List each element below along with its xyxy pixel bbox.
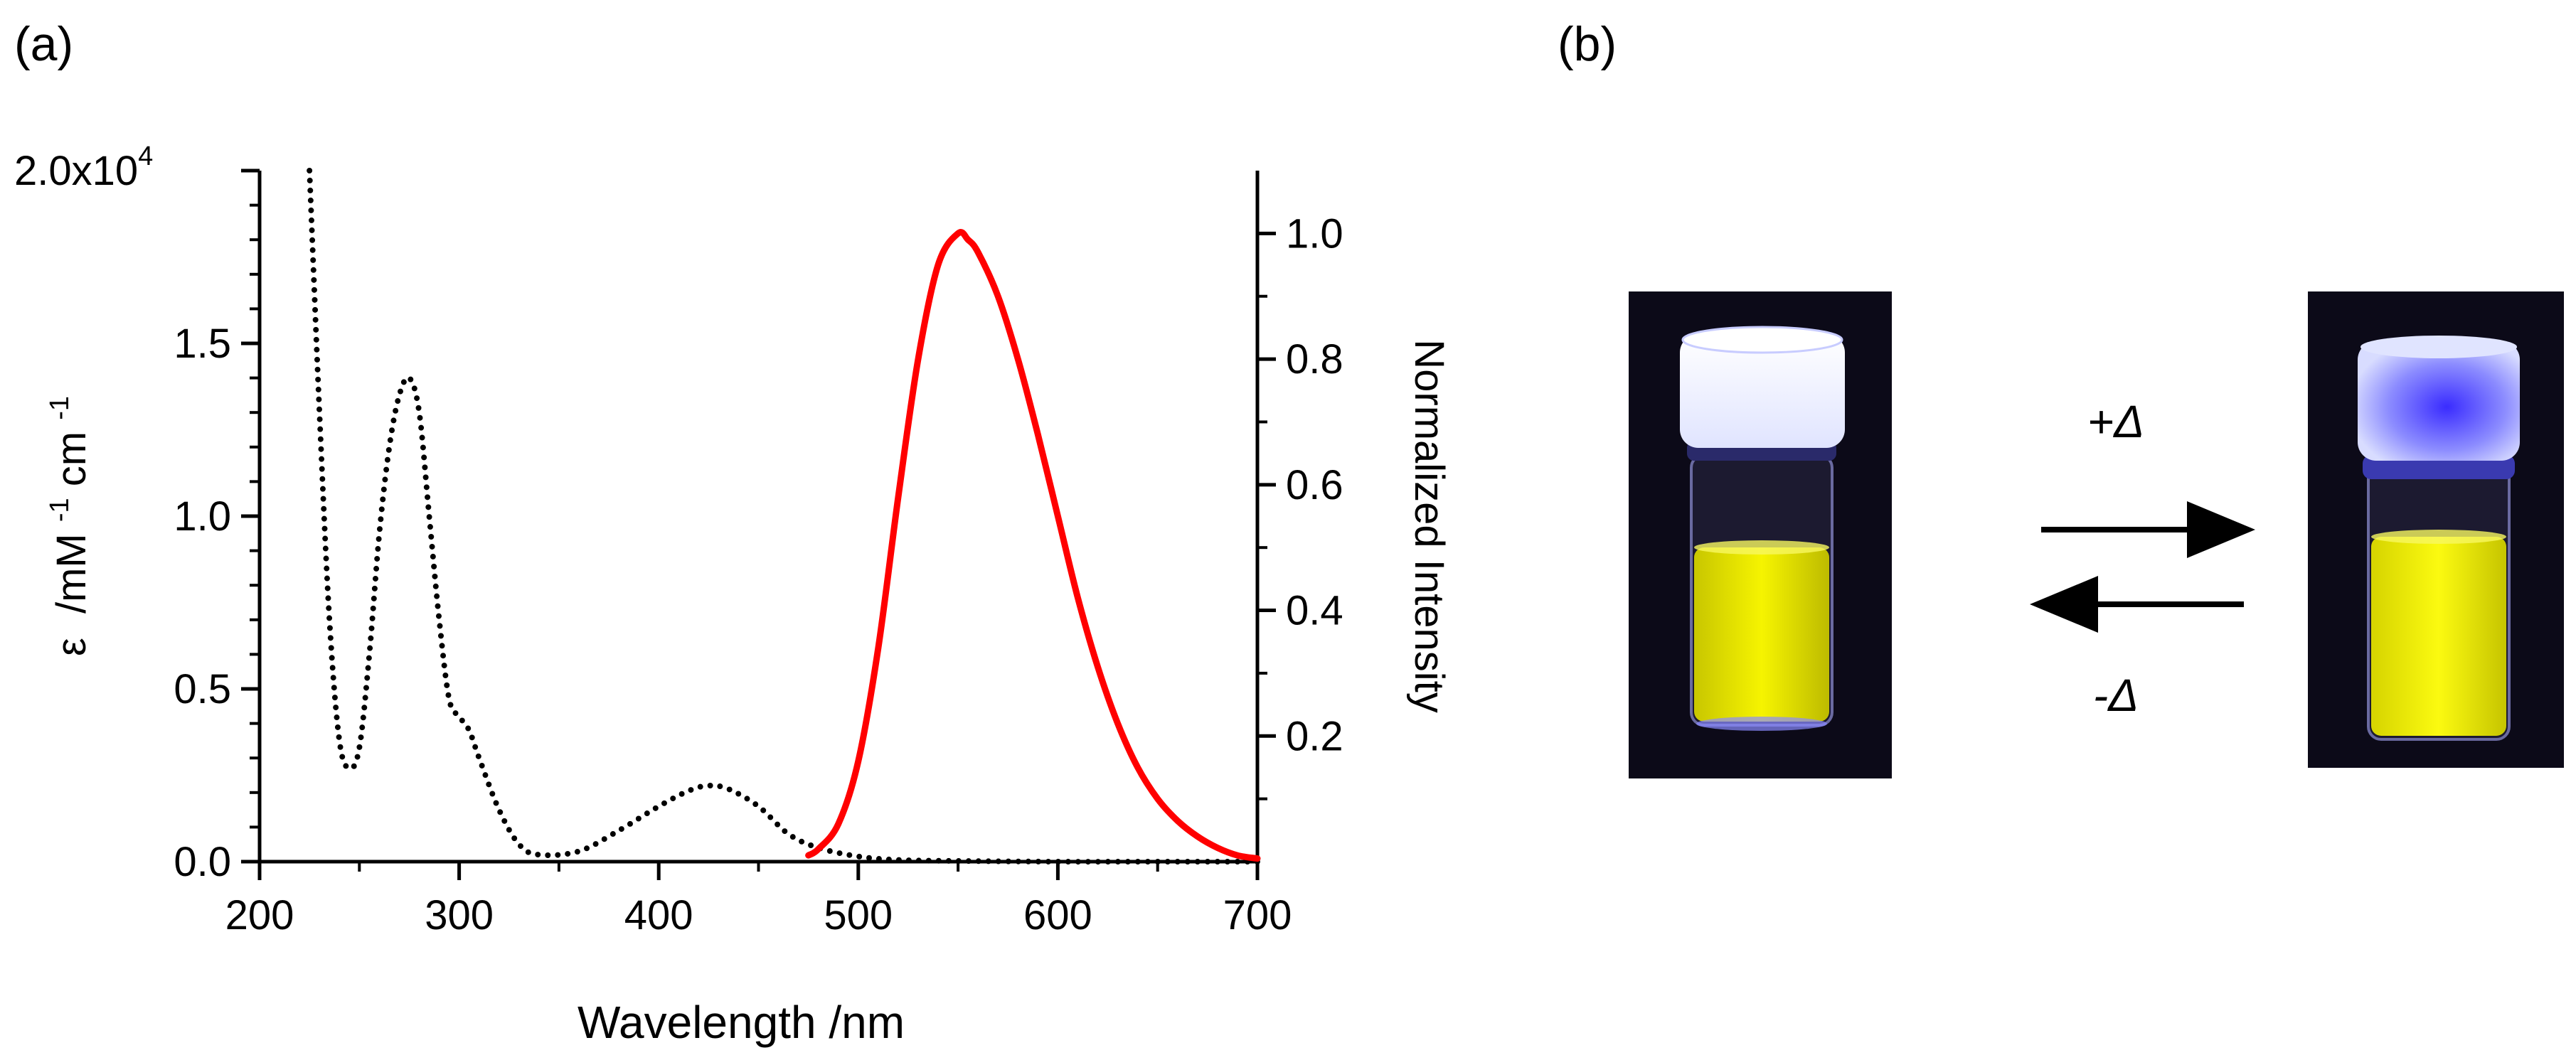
left-axis-label-exp2: -1 xyxy=(45,396,75,420)
vial-solution xyxy=(2371,537,2506,736)
spectrum-chart: 0.0 0.5 1.0 1.5 2.0x104 0.2 0.4 0.6 0.8 1.0 200 3… xyxy=(14,141,1452,1048)
x-tick-label: 400 xyxy=(624,892,693,938)
vial-photo-hot xyxy=(2308,291,2564,768)
x-tick-label: 700 xyxy=(1223,892,1292,938)
left-axis-label-epsilon: ε xyxy=(48,638,95,656)
series-layer xyxy=(307,168,1261,865)
meniscus xyxy=(1694,540,1829,555)
left-tick-label: 1.0 xyxy=(174,493,231,540)
vial-cap xyxy=(1680,334,1845,448)
x-tick-label: 600 xyxy=(1023,892,1092,938)
series-emission xyxy=(805,229,1261,862)
x-tick-label: 500 xyxy=(824,892,893,938)
right-axis: 0.2 0.4 0.6 0.8 1.0 xyxy=(1255,171,1343,862)
cap-top xyxy=(2361,336,2517,358)
vial-bottom-glow xyxy=(1696,717,1827,731)
left-tick-label: 0.0 xyxy=(174,839,231,885)
right-tick-label: 0.6 xyxy=(1286,462,1343,508)
vial-neck xyxy=(2363,455,2515,479)
x-tick-label: 300 xyxy=(425,892,494,938)
left-tick-label: 0.5 xyxy=(174,666,231,712)
series-absorption xyxy=(307,168,1260,865)
left-axis-label: ε /mM -1 cm -1 xyxy=(31,396,95,656)
right-tick-label: 0.2 xyxy=(1286,713,1343,759)
panel-label-a: (a) xyxy=(14,17,73,71)
left-axis-label-cm: cm xyxy=(48,432,95,486)
vial-cap xyxy=(2358,341,2520,461)
left-axis: 0.0 0.5 1.0 1.5 2.0x104 xyxy=(14,141,262,885)
left-tick-label: 2.0x104 xyxy=(14,141,153,194)
forward-label: +Δ xyxy=(2087,396,2144,447)
left-tick-label: 1.5 xyxy=(174,321,231,367)
panel-b: +Δ -Δ xyxy=(1629,291,2564,778)
right-tick-label: 1.0 xyxy=(1286,210,1343,257)
right-axis-label: Normalized Intensity xyxy=(1406,339,1452,712)
cap-top xyxy=(1681,326,1843,354)
reverse-label: -Δ xyxy=(2093,670,2139,721)
x-axis-label: Wavelength /nm xyxy=(578,997,905,1048)
x-tick-label: 200 xyxy=(225,892,294,938)
vial-photo-cold xyxy=(1629,291,1892,778)
meniscus xyxy=(2371,530,2506,544)
left-tick-exponent: 4 xyxy=(138,141,153,171)
vial-solution xyxy=(1694,547,1829,722)
right-tick-label: 0.8 xyxy=(1286,336,1343,382)
x-axis: 200 300 400 500 600 700 xyxy=(225,860,1292,938)
right-tick-label: 0.4 xyxy=(1286,588,1343,634)
left-axis-label-exp1: -1 xyxy=(45,498,75,522)
panel-label-b: (b) xyxy=(1558,17,1617,71)
left-axis-label-unit: /mM xyxy=(48,533,95,614)
